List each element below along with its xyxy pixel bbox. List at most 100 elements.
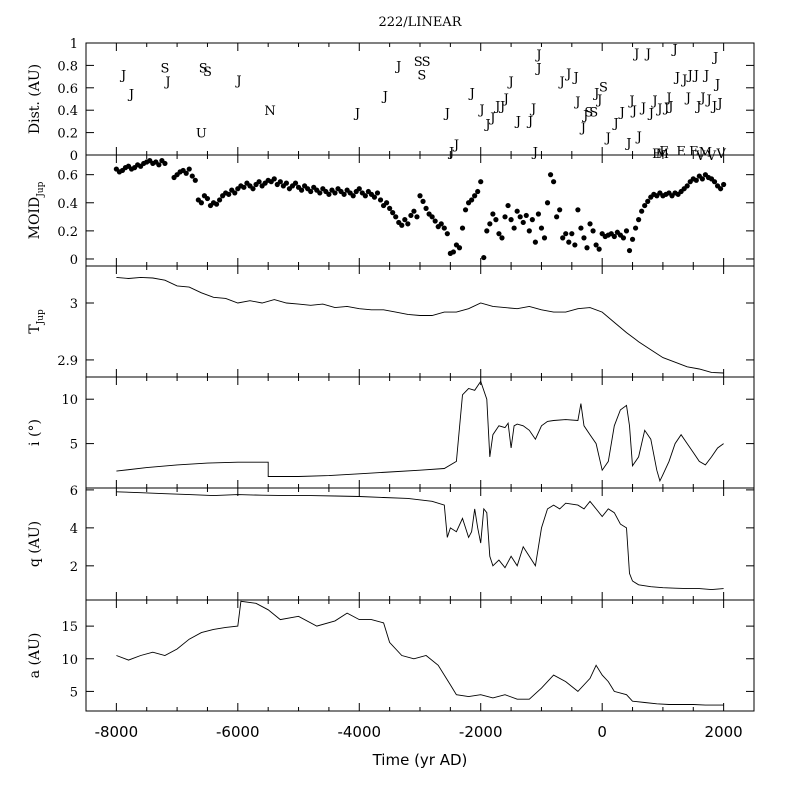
- encounter-marker: J: [571, 71, 578, 86]
- panel-a: 5 10 15 a (AU): [27, 599, 755, 712]
- encounter-marker: J: [502, 92, 509, 107]
- data-point: [626, 247, 633, 254]
- encounter-marker: J: [644, 47, 651, 62]
- data-point: [596, 246, 602, 252]
- encounter-marker: J: [579, 121, 586, 136]
- encounter-marker: J: [564, 67, 571, 82]
- encounter-marker: J: [353, 106, 360, 121]
- y-tick-label: 5: [70, 438, 78, 453]
- data-line: [116, 600, 724, 706]
- data-point: [350, 193, 356, 199]
- encounter-marker: J: [443, 106, 450, 121]
- data-point: [226, 191, 232, 197]
- data-point: [505, 202, 511, 209]
- data-line: [116, 491, 724, 591]
- encounter-marker: S: [199, 62, 208, 77]
- data-point: [532, 239, 538, 245]
- encounter-marker: N: [264, 104, 275, 119]
- data-point: [456, 245, 463, 251]
- data-point: [371, 194, 378, 200]
- panel-frame: [85, 487, 755, 601]
- data-point: [721, 181, 727, 188]
- data-point: [478, 179, 484, 185]
- data-point: [584, 245, 590, 251]
- data-point: [523, 212, 529, 219]
- encounter-marker: J: [670, 43, 677, 58]
- encounter-marker: J: [531, 146, 538, 161]
- encounter-marker: J: [692, 68, 699, 83]
- encounter-marker: J: [635, 130, 642, 145]
- encounter-marker: J: [666, 100, 673, 115]
- data-point: [450, 249, 456, 255]
- y-tick-label: 4: [70, 522, 78, 537]
- data-point: [462, 207, 469, 213]
- data-point: [438, 221, 444, 227]
- data-point: [642, 202, 648, 209]
- y-axis-label: q (AU): [27, 521, 43, 567]
- data-point: [520, 219, 526, 226]
- encounter-marker: M: [656, 147, 669, 162]
- data-point: [554, 214, 560, 220]
- encounter-marker: J: [612, 117, 619, 132]
- x-tick-label: -6000: [216, 723, 260, 741]
- encounter-marker: J: [650, 94, 657, 109]
- encounter-marker: J: [514, 114, 521, 129]
- data-point: [162, 160, 168, 167]
- data-point: [620, 235, 627, 241]
- encounter-marker: J: [573, 95, 580, 110]
- y-tick-label: 0.8: [57, 59, 78, 74]
- encounter-marker: E: [652, 147, 662, 162]
- encounter-marker: J: [595, 93, 602, 108]
- data-point: [560, 235, 566, 241]
- data-point: [572, 242, 578, 248]
- encounter-marker: J: [477, 103, 484, 118]
- data-point: [420, 198, 426, 204]
- encounter-marker: J: [381, 90, 388, 105]
- encounter-marker: J: [604, 131, 611, 146]
- y-tick-label: 2.9: [57, 354, 78, 369]
- encounter-marker: J: [694, 100, 701, 115]
- data-point: [581, 235, 587, 241]
- data-point: [587, 221, 593, 227]
- encounter-marker: J: [483, 118, 490, 133]
- encounter-marker: J: [234, 74, 241, 89]
- y-tick-label: 0.4: [57, 197, 78, 212]
- data-point: [414, 214, 420, 220]
- data-point: [469, 197, 475, 203]
- encounter-marker: J: [704, 93, 711, 108]
- data-point: [377, 197, 384, 203]
- data-point: [441, 225, 447, 231]
- encounter-marker: J: [452, 138, 459, 153]
- x-axis-label: Time (yr AD): [372, 751, 468, 769]
- data-point: [217, 197, 223, 203]
- encounter-marker: J: [468, 86, 475, 101]
- y-tick-label: 0: [70, 149, 78, 164]
- data-point: [283, 180, 289, 186]
- y-tick-label: 10: [61, 653, 78, 668]
- encounter-marker: V: [716, 147, 727, 162]
- data-point: [639, 208, 645, 214]
- data-point: [529, 217, 535, 223]
- data-point: [699, 176, 705, 182]
- data-point: [484, 228, 490, 234]
- encounter-marker: E: [689, 145, 699, 160]
- data-point: [475, 188, 481, 195]
- encounter-marker: J: [698, 91, 705, 106]
- encounter-marker: J: [711, 50, 718, 65]
- panel-incl: 5 10 i (°): [27, 376, 755, 489]
- data-point: [213, 201, 220, 207]
- encounter-marker: J: [702, 68, 709, 83]
- data-point: [405, 221, 411, 227]
- y-tick-label: 2: [70, 560, 78, 575]
- encounter-marker: J: [526, 114, 533, 129]
- data-point: [508, 217, 514, 223]
- encounter-marker: J: [498, 100, 505, 115]
- data-point: [566, 239, 572, 245]
- data-point: [547, 172, 554, 178]
- y-tick-label: 6: [70, 484, 78, 499]
- data-point: [693, 177, 699, 183]
- data-point: [341, 191, 347, 197]
- y-tick-label: 0: [70, 253, 78, 268]
